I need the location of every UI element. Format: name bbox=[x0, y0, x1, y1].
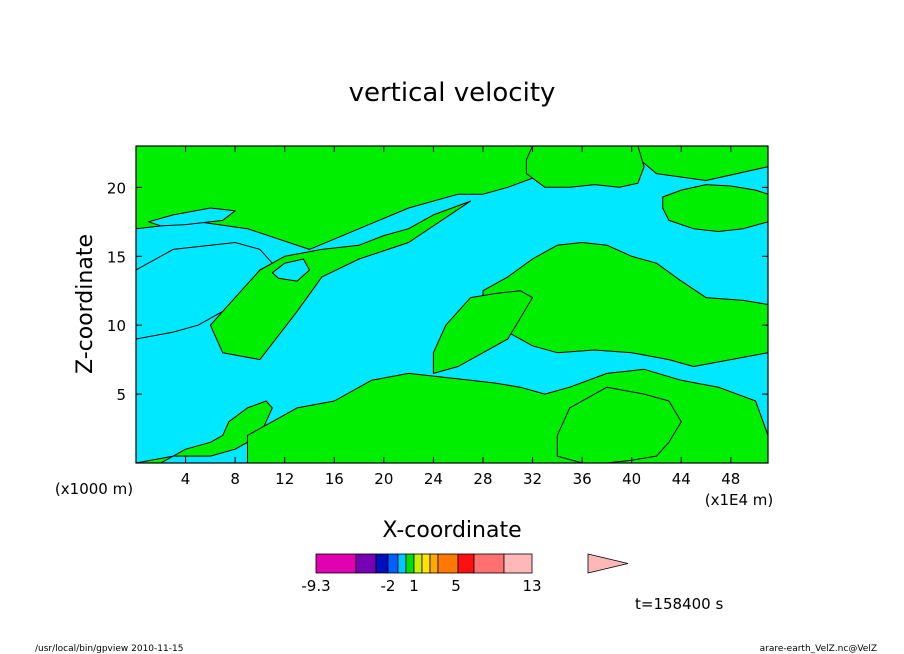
x-tick-label: 12 bbox=[275, 470, 294, 488]
updraft-region bbox=[482, 242, 768, 367]
x-axis: 4 8 12 16 20 24 28 32 36 40 44 48 bbox=[181, 146, 740, 488]
time-label: t=158400 s bbox=[635, 595, 723, 613]
colorbar-tick-label: -2 bbox=[381, 577, 396, 595]
colorbar-swatch bbox=[421, 553, 431, 574]
x-tick-label: 40 bbox=[622, 470, 641, 488]
colorbar-swatch bbox=[457, 553, 475, 574]
plot-area bbox=[135, 145, 769, 464]
updraft-region bbox=[136, 400, 273, 463]
colorbar-tick-label: 13 bbox=[522, 577, 541, 595]
colorbar-swatch bbox=[397, 553, 407, 574]
colorbar-swatch bbox=[355, 553, 377, 574]
updraft-region bbox=[525, 146, 645, 188]
x-tick-label: 44 bbox=[672, 470, 691, 488]
x-tick-label: 16 bbox=[325, 470, 344, 488]
colorbar-swatch bbox=[315, 553, 357, 574]
x-tick-label: 4 bbox=[181, 470, 191, 488]
colorbar bbox=[315, 553, 629, 574]
x-tick-label: 20 bbox=[374, 470, 393, 488]
updraft-region bbox=[209, 200, 472, 361]
x-tick-label: 48 bbox=[721, 470, 740, 488]
y-axis: 5 10 15 20 bbox=[107, 179, 768, 404]
x-unit-left: (x1000 m) bbox=[55, 480, 133, 498]
y-tick-label: 10 bbox=[107, 317, 126, 335]
colorbar-swatch bbox=[473, 553, 505, 574]
updraft-region bbox=[556, 386, 682, 463]
colorbar-swatch bbox=[413, 553, 423, 574]
colorbar-swatch bbox=[437, 553, 459, 574]
downdraft-region bbox=[147, 207, 236, 227]
colorbar-swatch bbox=[503, 553, 533, 574]
colorbar-swatch bbox=[375, 553, 389, 574]
colorbar-swatch bbox=[429, 553, 439, 574]
x-tick-label: 24 bbox=[424, 470, 443, 488]
colorbar-swatch bbox=[405, 553, 415, 574]
contour-regions bbox=[136, 146, 768, 463]
x-unit-right: (x1E4 m) bbox=[705, 491, 774, 509]
colorbar-arrow bbox=[587, 553, 629, 574]
y-axis-label: Z-coordinate bbox=[73, 234, 98, 374]
x-tick-label: 36 bbox=[573, 470, 592, 488]
footer-right: arare-earth_VelZ.nc@VelZ bbox=[760, 644, 877, 654]
plot-frame bbox=[135, 145, 769, 464]
x-tick-label: 8 bbox=[230, 470, 240, 488]
downdraft-region bbox=[271, 258, 310, 282]
updraft-region bbox=[432, 290, 533, 374]
x-axis-label: X-coordinate bbox=[382, 518, 521, 543]
chart-title: vertical velocity bbox=[349, 78, 556, 108]
colorbar-tick-label: 1 bbox=[409, 577, 419, 595]
updraft-region bbox=[136, 146, 768, 250]
footer-left: /usr/local/bin/gpview 2010-11-15 bbox=[35, 644, 183, 654]
y-tick-label: 5 bbox=[116, 386, 126, 404]
updraft-region bbox=[662, 184, 768, 232]
colorbar-tick-label: -9.3 bbox=[301, 577, 330, 595]
colorbar-labels: -9.3 -2 1 5 13 bbox=[301, 577, 541, 595]
colorbar-swatch bbox=[387, 553, 399, 574]
downdraft-region bbox=[136, 242, 273, 340]
y-tick-label: 20 bbox=[107, 179, 126, 197]
colorbar-tick-label: 5 bbox=[451, 577, 461, 595]
x-tick-label: 32 bbox=[523, 470, 542, 488]
y-tick-label: 15 bbox=[107, 248, 126, 266]
x-tick-label: 28 bbox=[473, 470, 492, 488]
